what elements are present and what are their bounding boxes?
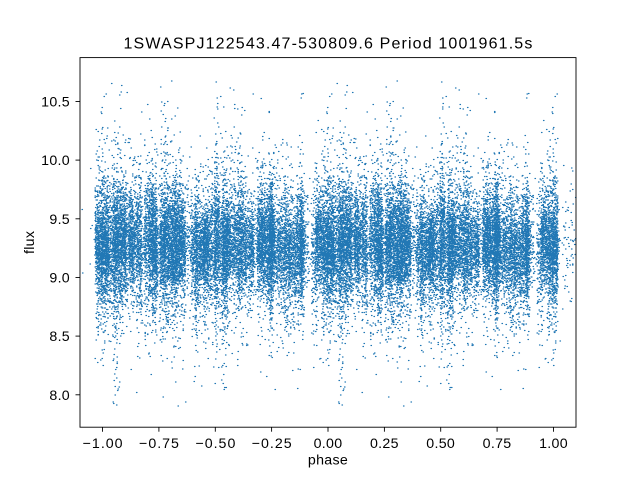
svg-text:8.0: 8.0 xyxy=(49,388,70,404)
svg-text:8.5: 8.5 xyxy=(49,329,70,345)
svg-text:1.00: 1.00 xyxy=(539,436,568,452)
svg-text:9.5: 9.5 xyxy=(49,212,70,228)
svg-text:−0.75: −0.75 xyxy=(139,436,180,452)
svg-text:phase: phase xyxy=(308,453,348,469)
svg-text:1SWASPJ122543.47-530809.6 Peri: 1SWASPJ122543.47-530809.6 Period 1001961… xyxy=(123,36,533,53)
svg-text:0.00: 0.00 xyxy=(314,436,343,452)
svg-text:−0.50: −0.50 xyxy=(195,436,236,452)
svg-text:flux: flux xyxy=(22,231,38,254)
svg-text:9.0: 9.0 xyxy=(49,271,70,287)
svg-text:10.0: 10.0 xyxy=(41,153,70,169)
svg-text:0.50: 0.50 xyxy=(426,436,455,452)
svg-text:0.75: 0.75 xyxy=(483,436,512,452)
svg-text:10.5: 10.5 xyxy=(41,95,70,111)
svg-text:−0.25: −0.25 xyxy=(252,436,293,452)
svg-text:0.25: 0.25 xyxy=(370,436,399,452)
svg-text:−1.00: −1.00 xyxy=(83,436,124,452)
